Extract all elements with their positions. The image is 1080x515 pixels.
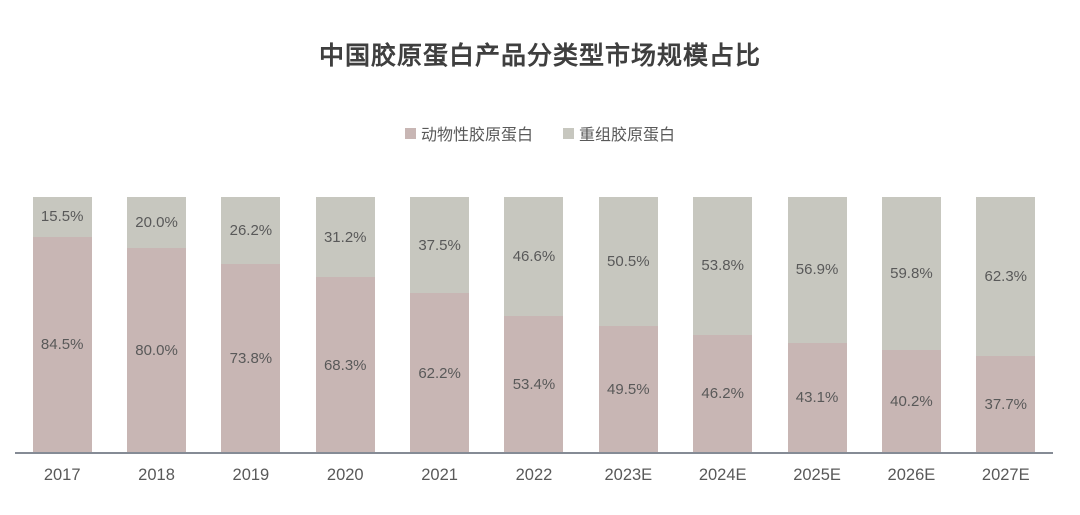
stacked-bar: 59.8% 40.2% (881, 197, 941, 453)
bar-column: 26.2% 73.8% (204, 197, 298, 453)
bar-column: 59.8% 40.2% (864, 197, 958, 453)
stacked-bar: 62.3% 37.7% (976, 197, 1036, 453)
x-axis-line (15, 452, 1053, 454)
stacked-bar: 26.2% 73.8% (221, 197, 281, 453)
bar-segment-recombinant: 62.3% (976, 197, 1036, 357)
chart-legend: 动物性胶原蛋白 重组胶原蛋白 (0, 121, 1080, 145)
bar-column: 31.2% 68.3% (298, 197, 392, 453)
segment-value-label: 59.8% (890, 265, 933, 283)
segment-value-label: 53.4% (512, 376, 556, 394)
bar-column: 62.3% 37.7% (959, 197, 1053, 453)
bar-segment-animal: 40.2% (881, 350, 941, 453)
segment-value-label: 37.7% (984, 396, 1028, 414)
bar-segment-recombinant: 50.5% (598, 197, 658, 327)
bar-segment-recombinant: 20.0% (127, 197, 187, 249)
bar-segment-recombinant: 56.9% (787, 197, 847, 343)
segment-value-label: 84.5% (40, 336, 84, 354)
segment-value-label: 15.5% (40, 208, 84, 226)
stacked-bar: 53.8% 46.2% (693, 197, 753, 453)
x-axis-tick-label: 2024E (698, 466, 747, 484)
x-axis-tick-label: 2026E (887, 466, 936, 484)
bar-column: 20.0% 80.0% (109, 197, 203, 453)
segment-value-label: 56.9% (795, 261, 839, 279)
bar-column: 53.8% 46.2% (676, 197, 770, 453)
bar-segment-recombinant: 53.8% (693, 197, 753, 335)
legend-swatch-icon (563, 127, 574, 139)
bar-segment-animal: 43.1% (787, 342, 847, 453)
x-axis-tick-label: 2017 (43, 466, 81, 484)
stacked-bar: 20.0% 80.0% (127, 197, 187, 453)
bar-segment-recombinant: 26.2% (221, 197, 281, 265)
legend-label: 重组胶原蛋白 (579, 127, 676, 144)
plot-area: 15.5% 84.5% 20.0% 80.0% 26.2% 73.8% 31.2% 68.3%… (15, 197, 1053, 453)
segment-value-label: 62.2% (418, 364, 461, 382)
segment-value-label: 20.0% (135, 214, 178, 232)
segment-value-label: 46.2% (701, 385, 744, 403)
segment-value-label: 31.2% (323, 228, 367, 246)
stacked-bar: 31.2% 68.3% (315, 197, 375, 453)
legend-swatch-icon (404, 127, 416, 139)
x-axis-tick-label: 2020 (326, 466, 364, 484)
bar-segment-recombinant: 46.6% (504, 197, 564, 317)
segment-value-label: 80.0% (135, 342, 178, 360)
stacked-bar: 37.5% 62.2% (410, 197, 470, 453)
segment-value-label: 40.2% (890, 393, 933, 411)
bar-segment-animal: 68.3% (315, 277, 375, 453)
bar-segment-recombinant: 15.5% (32, 197, 92, 237)
segment-value-label: 62.3% (984, 268, 1028, 286)
x-axis-tick-label: 2021 (421, 466, 458, 484)
stacked-bar: 46.6% 53.4% (504, 197, 564, 453)
bar-group: 15.5% 84.5% 20.0% 80.0% 26.2% 73.8% 31.2% 68.3%… (15, 197, 1053, 453)
segment-value-label: 73.8% (229, 350, 273, 368)
segment-value-label: 37.5% (418, 236, 461, 254)
bar-segment-recombinant: 59.8% (881, 197, 941, 351)
x-axis-labels: 2017 2018 2019 2020 2021 2022 2023E 2024E 2025E 2… (15, 466, 1053, 485)
bar-column: 56.9% 43.1% (770, 197, 864, 453)
stacked-bar: 15.5% 84.5% (32, 197, 92, 453)
bar-segment-recombinant: 31.2% (315, 197, 375, 278)
bar-segment-animal: 49.5% (598, 326, 658, 453)
legend-item-recombinant: 重组胶原蛋白 (563, 121, 675, 145)
x-axis-tick-label: 2018 (138, 466, 175, 484)
x-axis-tick-label: 2019 (232, 466, 270, 484)
segment-value-label: 68.3% (323, 356, 367, 374)
x-axis-tick-label: 2023E (604, 466, 653, 484)
bar-segment-animal: 80.0% (127, 248, 187, 453)
bar-segment-animal: 37.7% (976, 356, 1036, 453)
stacked-bar: 50.5% 49.5% (598, 197, 658, 453)
segment-value-label: 49.5% (607, 381, 650, 399)
bar-segment-animal: 46.2% (693, 334, 753, 453)
segment-value-label: 50.5% (607, 253, 650, 271)
legend-item-animal: 动物性胶原蛋白 (404, 121, 533, 145)
segment-value-label: 43.1% (795, 389, 839, 407)
segment-value-label: 53.8% (701, 257, 744, 275)
bar-segment-animal: 84.5% (32, 236, 92, 453)
legend-label: 动物性胶原蛋白 (420, 127, 533, 144)
segment-value-label: 46.6% (512, 248, 556, 266)
bar-column: 15.5% 84.5% (15, 197, 109, 453)
bar-column: 50.5% 49.5% (581, 197, 675, 453)
bar-segment-animal: 53.4% (504, 316, 564, 453)
bar-segment-animal: 73.8% (221, 264, 281, 453)
bar-segment-animal: 62.2% (410, 293, 470, 453)
bar-column: 46.6% 53.4% (487, 197, 581, 453)
bar-segment-recombinant: 37.5% (410, 197, 470, 294)
segment-value-label: 26.2% (229, 222, 273, 240)
bar-column: 37.5% 62.2% (392, 197, 486, 453)
x-axis-tick-label: 2027E (981, 466, 1030, 484)
chart-title: 中国胶原蛋白产品分类型市场规模占比 (318, 42, 761, 70)
x-axis-tick-label: 2025E (793, 466, 841, 484)
stacked-bar: 56.9% 43.1% (787, 197, 847, 453)
x-axis-tick-label: 2022 (515, 466, 553, 484)
